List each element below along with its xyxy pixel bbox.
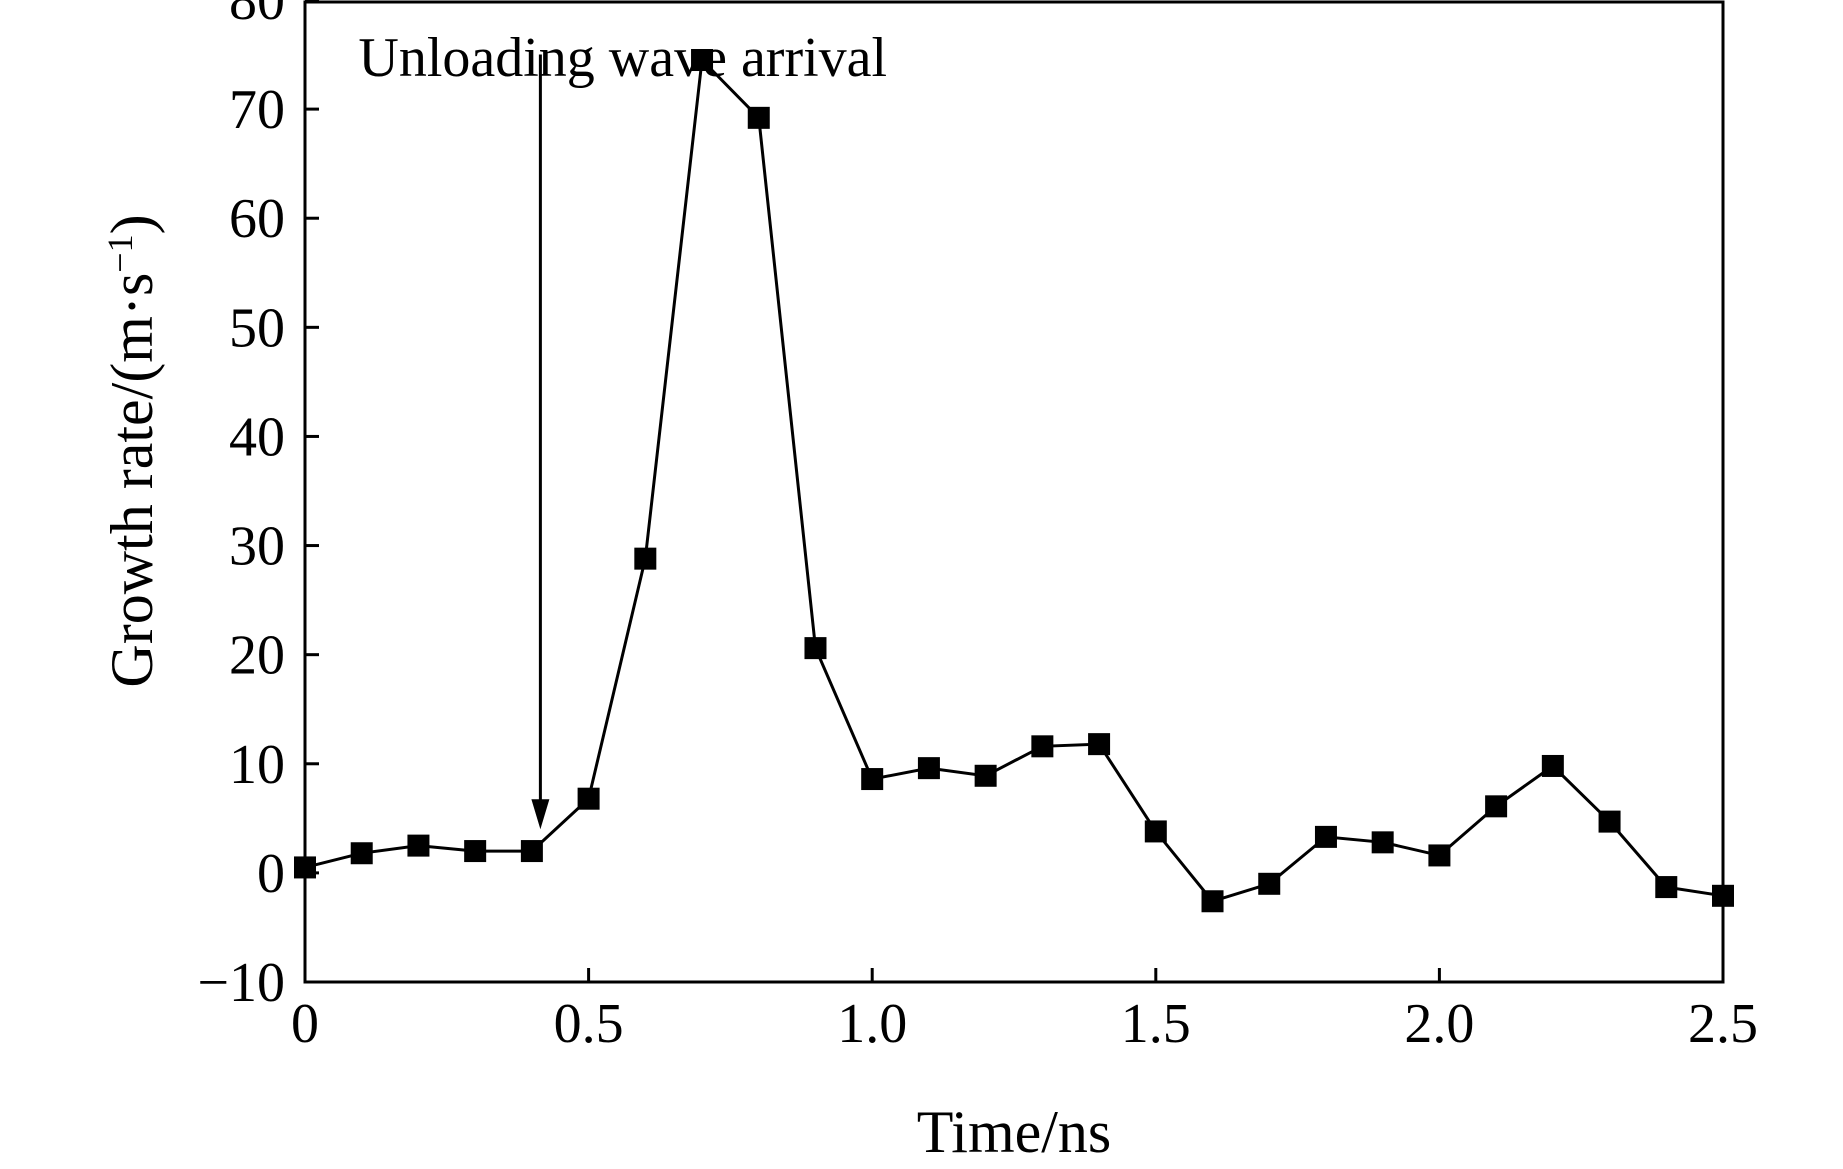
y-tick-label: 60	[229, 188, 285, 250]
x-tick-label: 1.0	[837, 993, 907, 1055]
y-tick-label: 10	[229, 734, 285, 796]
y-tick-label: 80	[229, 0, 285, 32]
annotation-layer: Unloading wave arrival	[358, 27, 887, 830]
data-point-marker	[1541, 754, 1564, 777]
x-tick-label: 2.0	[1404, 993, 1474, 1055]
series-line	[304, 56, 1724, 904]
data-point-marker	[1428, 844, 1451, 867]
data-point-marker	[1314, 825, 1337, 848]
x-tick-label: 1.5	[1121, 993, 1191, 1055]
annotation-text: Unloading wave arrival	[358, 27, 887, 89]
data-point-marker	[1144, 820, 1167, 843]
data-point-marker	[804, 637, 827, 660]
data-point-marker	[747, 106, 770, 129]
y-tick-label: 0	[257, 843, 285, 905]
y-axis-title: Growth rate/(m·s−1)	[99, 214, 165, 687]
y-tick-label: 40	[229, 406, 285, 468]
x-tick-label: 0.5	[554, 993, 624, 1055]
data-point-marker	[350, 842, 373, 865]
data-point-marker	[1201, 890, 1224, 913]
y-tick-label: 70	[229, 79, 285, 141]
y-tick-label: 50	[229, 297, 285, 359]
data-point-marker	[634, 547, 657, 570]
y-axis-title-text: Growth rate/(m·s	[99, 273, 165, 688]
data-point-marker	[520, 840, 543, 863]
data-point-marker	[1031, 735, 1054, 758]
plot-frame	[303, 0, 1725, 984]
annotation-arrow-head	[531, 799, 550, 830]
y-axis-title-superscript: −1	[100, 234, 140, 272]
data-point-marker	[1371, 831, 1394, 854]
data-point-marker	[1712, 884, 1734, 907]
data-point-marker	[294, 856, 316, 879]
data-point-marker	[861, 768, 884, 791]
y-axis-title-suffix: )	[99, 214, 165, 234]
series-layer	[294, 49, 1734, 913]
data-point-marker	[974, 764, 997, 787]
data-point-marker	[1655, 876, 1678, 899]
data-point-marker	[464, 840, 487, 863]
x-tick-label: 0	[291, 993, 319, 1055]
data-point-marker	[1485, 795, 1508, 818]
data-point-marker	[407, 834, 430, 857]
data-point-marker	[577, 787, 600, 810]
labels-layer: Time/ns Growth rate/(m·s−1)	[99, 214, 1111, 1165]
data-point-marker	[1088, 733, 1111, 756]
y-tick-label: 30	[229, 516, 285, 578]
data-point-marker	[1598, 810, 1621, 833]
x-tick-label: 2.5	[1688, 993, 1758, 1055]
y-tick-label: −10	[197, 952, 285, 1014]
data-point-marker	[691, 49, 714, 72]
data-point-marker	[1258, 872, 1281, 895]
y-tick-label: 20	[229, 625, 285, 687]
x-axis-title: Time/ns	[917, 1099, 1112, 1165]
data-point-marker	[917, 757, 940, 780]
